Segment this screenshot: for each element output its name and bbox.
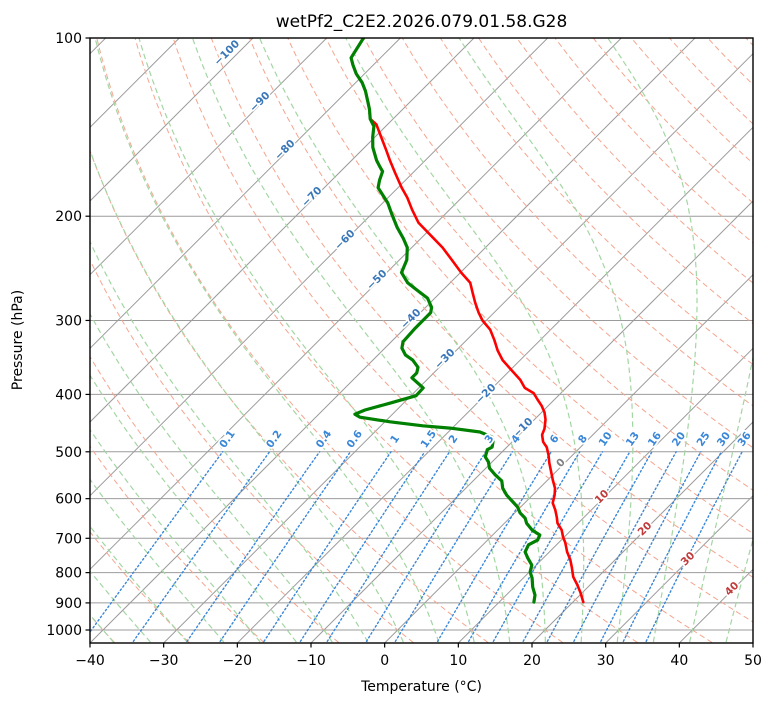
isotherm-label: −70 [299,184,324,209]
mixing-ratio-label: 0.2 [264,428,285,450]
y-tick-label: 600 [55,492,82,508]
mixing-ratio-label: 2 [446,433,460,446]
isotherm-label: −50 [364,267,389,292]
x-tick-label: 30 [597,653,615,669]
isotherm-lines [90,38,753,643]
x-tick-label: 20 [523,653,541,669]
pressure-gridlines [90,37,753,631]
y-tick-label: 100 [55,31,82,47]
mixing-ratio-label: 8 [576,433,590,446]
y-tick-label: 1000 [46,623,82,639]
isotherm-label: −40 [398,306,423,331]
x-axis-label: Temperature (°C) [360,679,482,695]
mixing-ratio-label: 1.5 [419,428,440,450]
isotherm-label: −80 [272,137,297,162]
isotherm-label: 10 [593,488,612,507]
isotherm-label: −90 [247,89,272,114]
x-tick-label: 50 [744,653,762,669]
x-tick-label: 0 [380,653,389,669]
y-tick-label: 500 [55,445,82,461]
isotherm-label: −30 [432,346,457,371]
mixing-ratio-labels: 0.1 0.2 0.4 0.6 1 1.5 2 3 4 6 8 10 13 16 20 25 30 36 [216,426,756,452]
dry-adiabat-lines [90,38,753,643]
y-axis-ticks: 100 200 300 400 500 600 700 800 900 1000 [46,31,90,639]
mixing-ratio-label: 0.6 [344,428,365,450]
mixing-ratio-lines [90,451,743,642]
x-tick-label: −10 [296,653,326,669]
isotherm-label: 0 [554,456,568,470]
y-tick-label: 900 [55,596,82,612]
temperature-curve [349,38,585,604]
y-tick-label: 800 [55,566,82,582]
y-tick-label: 200 [55,209,82,225]
y-tick-label: 700 [55,531,82,547]
y-axis-label: Pressure (hPa) [10,290,26,390]
isotherm-label: 30 [679,550,698,569]
isotherm-label: 20 [636,520,655,539]
mixing-ratio-label: 13 [624,430,642,449]
plot-border [89,37,754,644]
y-tick-label: 300 [55,313,82,329]
chart-title: wetPf2_C2E2.2026.079.01.58.G28 [276,12,568,32]
mixing-ratio-label: 16 [646,430,664,449]
moist-adiabat-lines [90,38,753,643]
mixing-ratio-label: 1 [388,433,402,446]
x-axis-ticks: −40 −30 −20 −10 0 10 20 30 40 50 [75,643,762,669]
x-tick-label: −30 [149,653,179,669]
dewpoint-curve [349,38,542,604]
x-tick-label: −40 [75,653,105,669]
mixing-ratio-label: 6 [548,433,562,446]
x-tick-label: 40 [670,653,688,669]
x-tick-label: 10 [449,653,467,669]
mixing-ratio-label: 10 [597,430,615,449]
mixing-ratio-label: 30 [715,430,733,449]
mixing-ratio-label: 25 [695,430,713,449]
y-tick-label: 400 [55,387,82,403]
x-tick-label: −20 [223,653,253,669]
